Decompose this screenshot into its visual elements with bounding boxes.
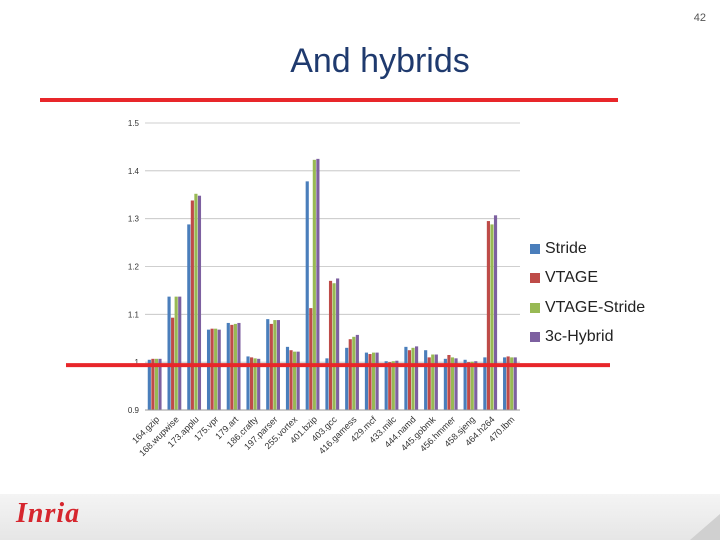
legend-label: Stride [545,239,587,257]
bar-stride-15 [443,358,447,410]
bar-stride-17 [483,357,487,410]
bar-vtage-12 [388,362,392,410]
bar-3c-hybrid-17 [493,215,498,410]
bar-vtage-stride-13 [411,347,415,410]
legend-swatch [530,243,540,254]
bar-vtage-stride-12 [391,361,395,410]
bar-3c-hybrid-9 [336,278,340,410]
bar-vtage-4 [230,324,234,410]
bar-vtage-13 [407,350,412,410]
bar-vtage-8 [309,308,313,410]
bar-stride-16 [463,359,467,410]
bar-stride-0 [147,359,151,410]
bar-stride-10 [345,347,349,410]
bar-vtage-15 [447,354,451,410]
bar-vtage-stride-11 [371,352,376,410]
bar-3c-hybrid-18 [513,357,517,410]
bar-stride-14 [424,350,428,410]
bar-vtage-11 [368,354,372,410]
legend-label: VTAGE-Stride [545,298,646,316]
bar-stride-1 [167,296,171,410]
bar-stride-8 [305,181,309,410]
bar-3c-hybrid-11 [375,352,379,410]
bar-vtage-stride-15 [450,357,455,410]
bar-stride-9 [325,358,329,410]
y-tick-label: 1.2 [128,263,140,272]
bar-vtage-7 [289,350,293,410]
bar-3c-hybrid-14 [434,354,438,410]
bar-3c-hybrid-10 [355,334,359,410]
y-tick-label: 1.5 [128,119,140,128]
bar-vtage-10 [348,339,352,410]
legend-label: 3c-Hybrid [545,328,614,346]
bar-vtage-14 [427,357,431,410]
legend-swatch [530,332,540,343]
bar-vtage-2 [190,200,194,410]
bar-stride-2 [187,224,191,410]
bar-vtage-stride-2 [194,193,198,410]
bar-vtage-stride-10 [352,336,356,410]
bar-stride-5 [246,356,250,410]
y-tick-label: 1 [135,358,140,367]
bar-vtage-stride-9 [332,283,336,410]
bar-3c-hybrid-2 [197,195,202,410]
y-tick-label: 1.1 [128,310,140,319]
bar-vtage-stride-16 [470,361,474,410]
bar-stride-13 [404,346,408,410]
y-tick-label: 1.3 [128,215,140,224]
bar-vtage-17 [486,221,490,410]
legend-item: VTAGE [530,264,645,294]
bar-3c-hybrid-0 [158,358,162,410]
footer-corner [690,514,720,540]
legend-item: VTAGE-Stride [530,293,645,323]
bar-3c-hybrid-16 [474,361,478,410]
bar-stride-12 [384,361,388,410]
bar-vtage-stride-14 [431,354,435,410]
legend-item: 3c-Hybrid [530,323,645,353]
bar-vtage-stride-18 [510,357,514,410]
bar-vtage-9 [328,280,333,410]
bar-vtage-stride-17 [490,224,494,410]
legend-swatch [530,273,540,284]
page-number: 42 [693,12,706,24]
bar-3c-hybrid-15 [454,358,458,410]
bar-vtage-stride-0 [154,358,159,410]
x-axis-labels: 164.gzip168.wupwise173.applu175.vpr179.a… [130,414,516,458]
bar-vtage-0 [151,358,155,410]
bar-vtage-16 [467,362,471,410]
bar-vtage-3 [210,328,214,410]
y-tick-label: 0.9 [128,406,140,415]
y-tick-label: 1.4 [128,167,140,176]
bar-vtage-stride-1 [174,296,178,410]
bar-3c-hybrid-1 [178,296,182,410]
chart-bars [147,158,517,410]
bar-3c-hybrid-12 [395,360,399,410]
chart-legend: Stride VTAGE VTAGE-Stride 3c-Hybrid [530,234,645,352]
bar-vtage-18 [506,356,510,410]
inria-logo: Inria [14,490,84,534]
bar-vtage-stride-8 [312,159,316,410]
bar-stride-11 [364,352,369,410]
bar-3c-hybrid-3 [217,329,221,410]
legend-item: Stride [530,234,645,264]
bar-vtage-stride-7 [293,351,297,410]
bar-stride-18 [503,357,507,410]
bar-3c-hybrid-13 [415,346,419,410]
bar-3c-hybrid-7 [296,351,300,410]
title-underline [40,98,618,102]
footer-bar [0,494,720,540]
legend-label: VTAGE [545,269,599,287]
bar-vtage-stride-5 [253,358,257,410]
bar-3c-hybrid-5 [257,358,261,410]
slide-title: And hybrids [290,42,470,80]
legend-swatch [530,302,540,313]
bar-stride-3 [206,329,211,410]
bar-stride-7 [285,346,290,410]
bar-vtage-5 [250,357,254,410]
bar-vtage-stride-3 [214,328,218,410]
svg-text:Inria: Inria [15,498,80,529]
bar-3c-hybrid-8 [316,158,320,410]
y-axis-ticks: 0.9 1 1.1 1.2 1.3 1.4 1.5 [128,119,140,415]
